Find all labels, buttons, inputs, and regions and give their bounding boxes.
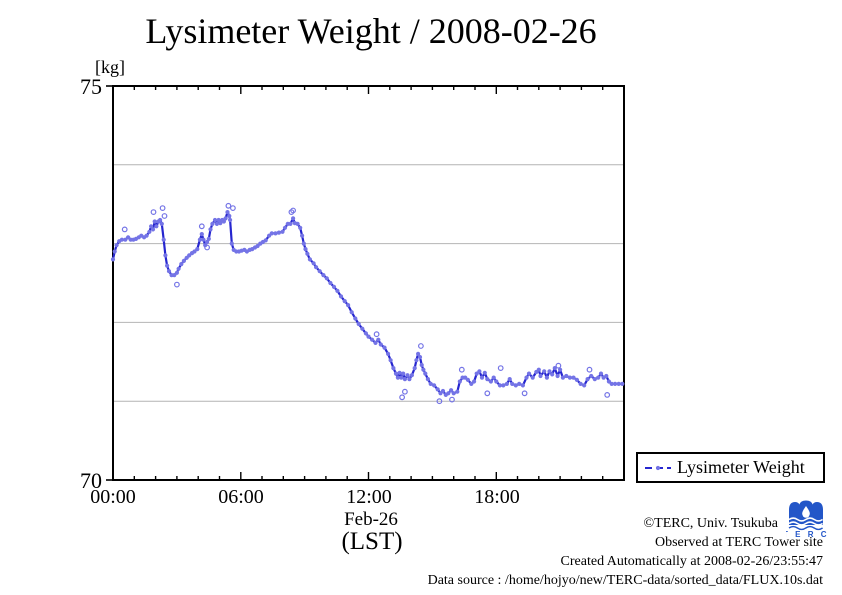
terc-logo-icon: T E R C <box>786 500 827 538</box>
x-tick-label-1800: 18:00 <box>474 486 520 508</box>
legend-line-sample-icon <box>645 465 671 470</box>
y-tick-label-70: 70 <box>80 468 102 493</box>
x-tick-label-0000: 00:00 <box>90 486 136 508</box>
x-tick-label-0600: 06:00 <box>218 486 264 508</box>
terc-logo-letters: T E R C <box>786 530 827 538</box>
y-axis-unit-label: [kg] <box>95 57 125 77</box>
x-axis-date-label: Feb-26 <box>344 509 398 530</box>
credit-data-source-path: Data source : /home/hojyo/new/TERC-data/… <box>427 573 823 588</box>
credit-observed-site: Observed at TERC Tower site <box>654 535 823 550</box>
x-axis-timezone-label: (LST) <box>341 528 403 555</box>
y-tick-label-75: 75 <box>80 74 102 99</box>
legend-label: Lysimeter Weight <box>677 457 805 477</box>
credit-created-timestamp: Created Automatically at 2008-02-26/23:5… <box>560 554 823 569</box>
credit-copyright: ©TERC, Univ. Tsukuba <box>643 516 779 531</box>
legend-box: Lysimeter Weight <box>636 452 825 483</box>
x-tick-label-1200: 12:00 <box>346 486 392 508</box>
chart-title: Lysimeter Weight / 2008-02-26 <box>145 11 597 51</box>
